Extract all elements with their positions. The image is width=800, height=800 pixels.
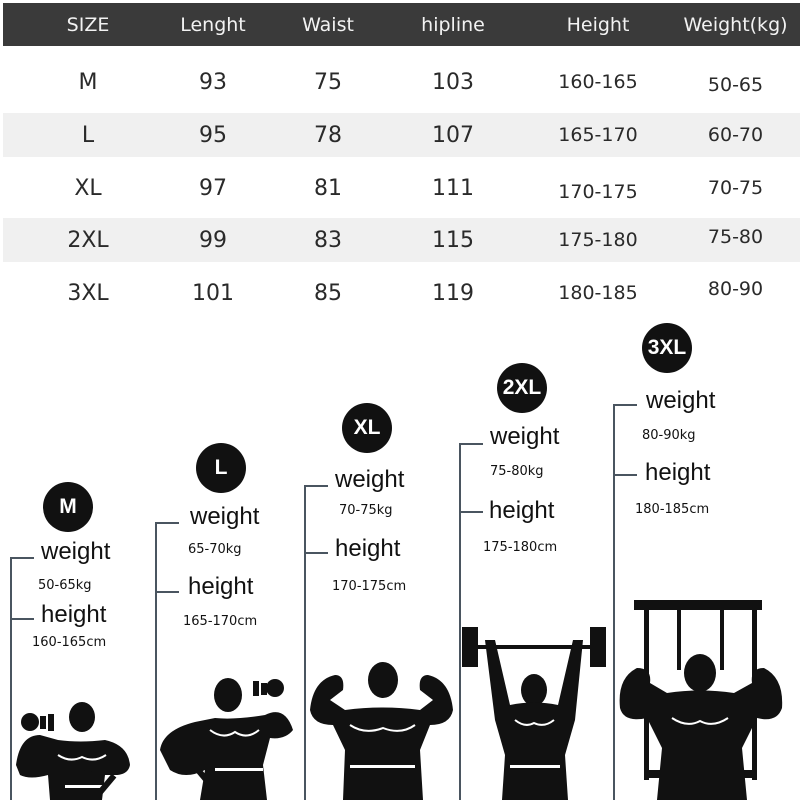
weight-label: weight bbox=[190, 503, 260, 530]
cell-weight: 70-75 bbox=[707, 177, 764, 199]
table-row: M 93 75 103 160-165 50-65 bbox=[3, 60, 800, 104]
bracket-tick bbox=[155, 522, 179, 524]
height-label: height bbox=[41, 601, 107, 628]
bracket-tick bbox=[10, 557, 34, 559]
weight-label: weight bbox=[646, 387, 716, 414]
bracket-line bbox=[304, 485, 306, 800]
cell-height: 160-165 bbox=[558, 71, 638, 93]
cell-length: 101 bbox=[192, 280, 234, 306]
header-weight: Weight(kg) bbox=[683, 13, 788, 36]
header-size: SIZE bbox=[66, 13, 110, 36]
size-badge: M bbox=[43, 482, 93, 532]
cell-height: 170-175 bbox=[558, 181, 638, 203]
cell-weight: 80-90 bbox=[707, 278, 764, 300]
size-badge: 2XL bbox=[497, 363, 547, 413]
height-label: height bbox=[489, 497, 555, 524]
cell-length: 93 bbox=[199, 69, 227, 95]
height-value: 175-180cm bbox=[483, 540, 558, 555]
bracket-tick bbox=[10, 618, 34, 620]
cell-size: 3XL bbox=[67, 280, 109, 306]
header-hipline: hipline bbox=[421, 13, 485, 36]
bracket-tick bbox=[459, 511, 483, 513]
bracket-tick bbox=[304, 485, 328, 487]
weight-label: weight bbox=[335, 466, 405, 493]
bracket-tick bbox=[155, 591, 179, 593]
table-row: 3XL 101 85 119 180-185 80-90 bbox=[3, 271, 800, 315]
header-height: Height bbox=[566, 13, 630, 36]
cell-length: 95 bbox=[199, 122, 227, 148]
bodybuilder-flex-icon bbox=[310, 662, 453, 800]
bracket-line bbox=[10, 557, 12, 800]
bodybuilder-barbell-icon bbox=[462, 627, 606, 800]
cell-length: 99 bbox=[199, 227, 227, 253]
cell-hipline: 115 bbox=[432, 227, 474, 253]
bracket-tick bbox=[459, 443, 483, 445]
cell-height: 180-185 bbox=[558, 282, 638, 304]
size-badge: XL bbox=[342, 403, 392, 453]
weight-value: 80-90kg bbox=[642, 428, 696, 443]
weight-value: 75-80kg bbox=[490, 464, 544, 479]
bracket-line bbox=[613, 404, 615, 800]
size-badge: 3XL bbox=[642, 323, 692, 373]
cell-weight: 60-70 bbox=[707, 124, 764, 146]
weight-value: 50-65kg bbox=[38, 578, 92, 593]
table-header: SIZE Lenght Waist hipline Height Weight(… bbox=[3, 3, 800, 46]
weight-value: 70-75kg bbox=[339, 503, 393, 518]
cell-waist: 85 bbox=[314, 280, 342, 306]
height-value: 180-185cm bbox=[635, 502, 710, 517]
cell-length: 97 bbox=[199, 175, 227, 201]
table-row: XL 97 81 111 170-175 70-75 bbox=[3, 166, 800, 210]
bracket-tick bbox=[613, 404, 637, 406]
size-badge: L bbox=[196, 443, 246, 493]
cell-hipline: 107 bbox=[432, 122, 474, 148]
cell-height: 175-180 bbox=[558, 229, 638, 251]
cell-weight: 50-65 bbox=[707, 74, 764, 96]
cell-size: XL bbox=[74, 175, 102, 201]
height-value: 160-165cm bbox=[32, 635, 107, 650]
bodybuilder-dumbbell-icon bbox=[160, 678, 293, 800]
cell-size: M bbox=[78, 69, 98, 95]
cell-hipline: 119 bbox=[432, 280, 474, 306]
cell-weight: 75-80 bbox=[707, 226, 764, 248]
height-label: height bbox=[645, 459, 711, 486]
bodybuilder-dumbbell-icon bbox=[16, 702, 130, 800]
bracket-tick bbox=[304, 552, 328, 554]
cell-waist: 75 bbox=[314, 69, 342, 95]
cell-size: 2XL bbox=[67, 227, 109, 253]
cell-height: 165-170 bbox=[558, 124, 638, 146]
cell-waist: 83 bbox=[314, 227, 342, 253]
cell-waist: 78 bbox=[314, 122, 342, 148]
height-value: 165-170cm bbox=[183, 614, 258, 629]
cell-hipline: 111 bbox=[432, 175, 474, 201]
height-label: height bbox=[335, 535, 401, 562]
weight-label: weight bbox=[490, 423, 560, 450]
header-length: Lenght bbox=[180, 13, 246, 36]
height-label: height bbox=[188, 573, 254, 600]
cell-hipline: 103 bbox=[432, 69, 474, 95]
header-waist: Waist bbox=[302, 13, 354, 36]
weight-value: 65-70kg bbox=[188, 542, 242, 557]
bodybuilder-cage-press-icon bbox=[619, 600, 783, 800]
table-row: L 95 78 107 165-170 60-70 bbox=[3, 113, 800, 157]
height-value: 170-175cm bbox=[332, 579, 407, 594]
weight-label: weight bbox=[41, 538, 111, 565]
bracket-tick bbox=[613, 474, 637, 476]
bracket-line bbox=[459, 443, 461, 800]
cell-waist: 81 bbox=[314, 175, 342, 201]
cell-size: L bbox=[81, 122, 95, 148]
bracket-line bbox=[155, 522, 157, 800]
table-row: 2XL 99 83 115 175-180 75-80 bbox=[3, 218, 800, 262]
